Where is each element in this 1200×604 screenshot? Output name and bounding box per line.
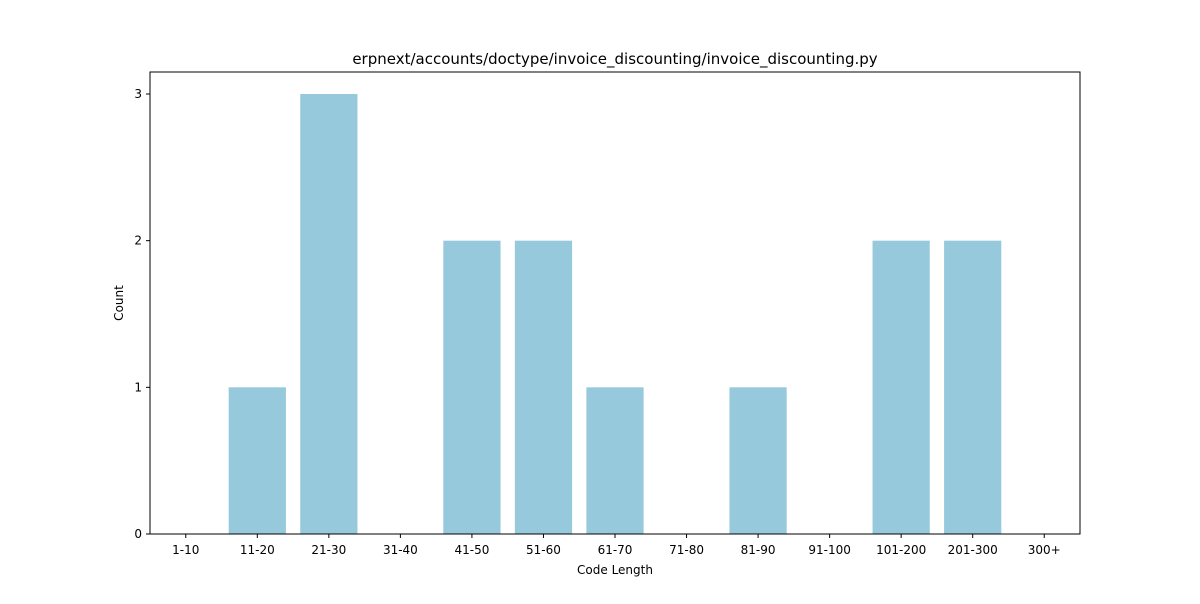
- x-tick-label: 71-80: [669, 543, 704, 557]
- y-tick-label: 2: [134, 234, 142, 248]
- bar-41-50: [443, 240, 501, 535]
- x-tick-label: 41-50: [454, 543, 489, 557]
- x-tick-label: 1-10: [172, 543, 199, 557]
- x-tick-label: 61-70: [598, 543, 633, 557]
- x-axis: 1-10 11-20 21-30 31-40 41-50 51-60 61-70 71-80 8…: [172, 534, 1061, 557]
- y-tick-label: 1: [134, 380, 142, 394]
- x-tick-label: 91-100: [808, 543, 851, 557]
- bar-61-70: [586, 387, 644, 534]
- x-tick-label: 101-200: [876, 543, 926, 557]
- bar-21-30: [300, 94, 358, 534]
- x-axis-label: Code Length: [577, 563, 653, 577]
- y-tick-label: 3: [134, 87, 142, 101]
- y-tick-label: 0: [134, 527, 142, 541]
- bar-51-60: [514, 240, 573, 535]
- y-axis-label: Count: [112, 285, 126, 321]
- x-tick-label: 31-40: [383, 543, 418, 557]
- x-tick-label: 201-300: [948, 543, 998, 557]
- y-axis: 0 1 2 3: [134, 87, 150, 541]
- x-tick-label: 21-30: [311, 543, 346, 557]
- bar-11-20: [228, 387, 286, 534]
- bar-101-200: [872, 240, 930, 535]
- x-tick-label: 11-20: [240, 543, 275, 557]
- x-tick-label: 51-60: [526, 543, 561, 557]
- x-tick-label: 81-90: [741, 543, 776, 557]
- x-tick-label: 300+: [1028, 543, 1061, 557]
- bar-201-300: [944, 240, 1002, 535]
- bars-layer: [228, 94, 1002, 535]
- bar-81-90: [729, 387, 787, 534]
- chart-title: erpnext/accounts/doctype/invoice_discoun…: [352, 50, 877, 69]
